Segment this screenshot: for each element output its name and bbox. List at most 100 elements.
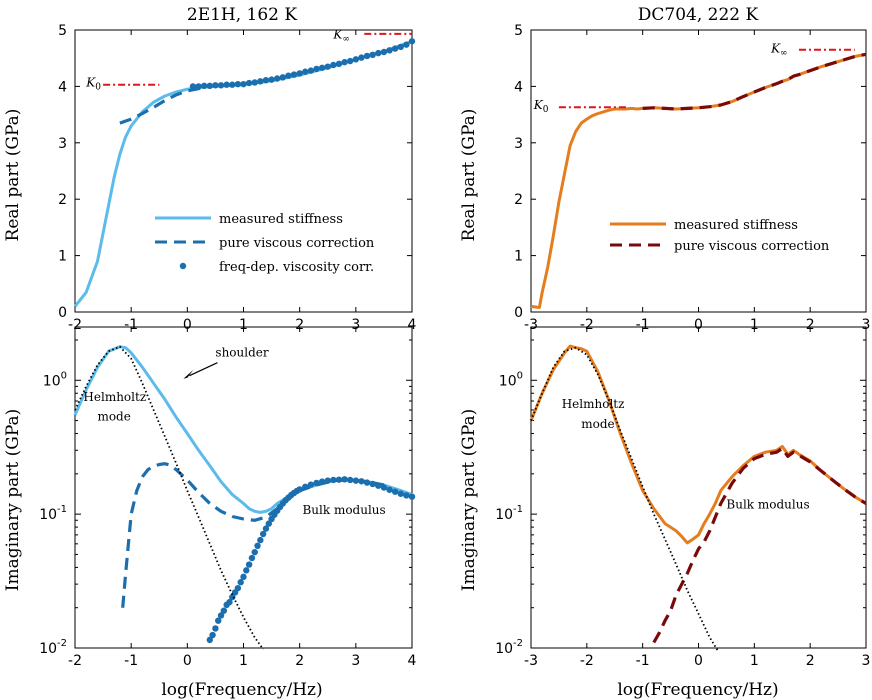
right-top-xtick-label: -1	[636, 317, 650, 333]
left-bottom-series-freq-dep-viscosity-corr--point	[369, 480, 376, 488]
left-bottom-series-freq-dep-viscosity-corr--point	[380, 484, 388, 491]
right-bottom-series-pure-viscous-correction	[652, 446, 867, 644]
right-top-xtick-label: -2	[580, 317, 594, 333]
left-top-series-freq-dep-viscosity-corr--point	[330, 61, 337, 69]
left-bottom-series-freq-dep-viscosity-corr--point	[375, 482, 382, 489]
left-bottom-xtick-label: 2	[295, 653, 304, 669]
left-top-series-freq-dep-viscosity-corr--point	[313, 65, 320, 73]
left-xlabel: log(Frequency/Hz)	[161, 680, 322, 700]
left-bottom-series-freq-dep-viscosity-corr--point	[391, 488, 399, 495]
right-top-ytick-label: 4	[514, 79, 523, 95]
right-bottom-annotation: Bulk modulus	[726, 498, 809, 512]
left-bottom-series-freq-dep-viscosity-corr--point	[215, 617, 222, 624]
right-top-legend-label: measured stiffness	[674, 218, 798, 233]
left-top-series-freq-dep-viscosity-corr--point	[285, 72, 292, 79]
left-top-series-freq-dep-viscosity-corr--point	[403, 41, 410, 48]
left-top-series-freq-dep-viscosity-corr--point	[296, 70, 303, 77]
left-bottom-series-freq-dep-viscosity-corr--point	[335, 476, 343, 483]
left-top-series-freq-dep-viscosity-corr--point	[408, 38, 416, 45]
right-bottom-ytick-label: 100	[499, 370, 523, 389]
left-bottom-series-freq-dep-viscosity-corr--point	[209, 631, 216, 639]
left-bottom-series-freq-dep-viscosity-corr--point	[226, 598, 233, 606]
right-top-ytick-label: 2	[514, 192, 523, 208]
right-top-series-measured-stiffness	[530, 52, 867, 309]
left-top-ylabel: Real part (GPa)	[3, 109, 23, 242]
left-top-xtick-label: -1	[124, 317, 138, 333]
right-bottom-xtick-label: 0	[694, 653, 703, 669]
left-bottom-ytick-label: 10-2	[39, 638, 67, 657]
left-bottom-series-freq-dep-viscosity-corr--point	[262, 525, 270, 532]
right-top-xtick-label: -3	[524, 317, 538, 333]
left-top-series-freq-dep-viscosity-corr--point	[189, 83, 197, 90]
left-bottom-series-freq-dep-viscosity-corr--point	[386, 486, 393, 493]
left-bottom-annotation: shoulder	[215, 346, 268, 360]
right-top-xtick-label: 3	[862, 317, 871, 333]
right-panel-title: DC704, 222 K	[638, 5, 759, 25]
left-top-series-freq-dep-viscosity-corr--point	[302, 68, 309, 75]
left-top-series-freq-dep-viscosity-corr--point	[257, 78, 264, 85]
right-bottom-panel: -3 -2 -1 0 1 2 3 10-2 10-1 100 Helmholtz mode Bulk m…	[495, 326, 870, 669]
left-bottom-shoulder-arrow	[189, 362, 218, 377]
left-top-ytick-label: 1	[58, 249, 67, 265]
right-top-ylabel: Real part (GPa)	[459, 109, 479, 242]
left-bottom-series-freq-dep-viscosity-corr--point	[251, 548, 258, 556]
right-bottom-ytick-label: 10-2	[495, 638, 523, 657]
left-top-series-freq-dep-viscosity-corr--point	[240, 80, 247, 88]
left-top-legend-label: freq-dep. viscosity corr.	[219, 260, 374, 275]
right-top-ytick-label: 1	[514, 249, 523, 265]
left-bottom-series-freq-dep-viscosity-corr--point	[220, 607, 228, 614]
left-bottom-series-freq-dep-viscosity-corr--point	[265, 520, 272, 527]
left-bottom-xtick-label: 1	[239, 653, 248, 669]
right-top-ytick-label: 0	[514, 305, 523, 321]
right-bottom-annotation: mode	[581, 417, 614, 431]
right-bottom-ytick-label: 10-1	[495, 504, 523, 523]
left-bottom-series-freq-dep-viscosity-corr--point	[307, 481, 315, 488]
left-top-series-freq-dep-viscosity-corr--point	[375, 49, 382, 57]
left-top-xtick-label: 4	[408, 317, 417, 333]
right-top-ytick-label: 3	[514, 136, 523, 152]
right-top-legend-label: pure viscous correction	[674, 239, 830, 254]
left-bottom-annotation: Bulk modulus	[302, 503, 385, 517]
left-top-series-freq-dep-viscosity-corr--point	[234, 80, 242, 88]
left-bottom-series-freq-dep-viscosity-corr--point	[234, 584, 242, 592]
left-bottom-series-freq-dep-viscosity-corr--point	[257, 536, 264, 544]
left-bottom-series-freq-dep-viscosity-corr--point	[363, 479, 371, 486]
left-top-series-freq-dep-viscosity-corr--point	[251, 79, 258, 86]
left-top-series-freq-dep-viscosity-corr--point	[290, 71, 298, 78]
left-bottom-xtick-label: -2	[68, 653, 82, 669]
right-top-xtick-label: 2	[806, 317, 815, 333]
left-bottom-series-freq-dep-viscosity-corr--point	[245, 561, 253, 568]
right-top-xtick-label: 1	[750, 317, 759, 333]
left-bottom-ytick-label: 100	[43, 370, 67, 389]
left-top-series-freq-dep-viscosity-corr--point	[307, 67, 315, 74]
right-bottom-xtick-label: 1	[750, 653, 759, 669]
left-top-series-freq-dep-viscosity-corr--point	[386, 47, 393, 54]
right-top-panel: -3 -2 -1 0 1 2 3 0 1 2 3 4 5 K0 K∞ measured stiffness pu…	[514, 23, 870, 333]
left-bottom-panel: -2 -1 0 1 2 3 4 10-2 10-1 100 Helmholtz mode shoulde…	[39, 326, 417, 669]
left-top-series-freq-dep-viscosity-corr--point	[324, 63, 331, 70]
left-bottom-series-freq-dep-viscosity-corr--point	[408, 493, 416, 500]
left-top-series-pure-viscous-correction	[119, 85, 205, 125]
left-top-series-freq-dep-viscosity-corr--point	[212, 82, 219, 89]
left-bottom-series-freq-dep-viscosity-corr--point	[324, 477, 331, 484]
left-bottom-series-freq-dep-viscosity-corr--point	[217, 612, 225, 619]
left-bottom-series-freq-dep-viscosity-corr--point	[358, 478, 365, 485]
left-panel-title: 2E1H, 162 K	[187, 5, 298, 25]
right-bottom-annotation: Helmholtz	[562, 397, 625, 411]
left-top-xtick-label: 0	[183, 317, 192, 333]
right-bottom-axes-frame	[530, 326, 867, 649]
left-top-annotation-k: K0	[85, 75, 101, 92]
right-top-axes-frame	[530, 29, 867, 313]
left-bottom-series-freq-dep-viscosity-corr--point	[229, 593, 236, 601]
left-top-series-freq-dep-viscosity-corr--point	[245, 79, 253, 87]
left-bottom-xtick-label: 0	[183, 653, 192, 669]
left-top-xtick-label: 2	[295, 317, 304, 333]
right-bottom-series-measured-stiffness	[529, 344, 867, 545]
left-top-legend-label: pure viscous correction	[219, 236, 375, 251]
left-bottom-series-freq-dep-viscosity-corr--point	[212, 625, 219, 632]
left-top-ytick-label: 2	[58, 192, 67, 208]
left-top-series-freq-dep-viscosity-corr--point	[262, 76, 270, 84]
left-bottom-series-freq-dep-viscosity-corr--point	[403, 492, 410, 499]
left-bottom-series-freq-dep-viscosity-corr--point	[397, 490, 404, 497]
